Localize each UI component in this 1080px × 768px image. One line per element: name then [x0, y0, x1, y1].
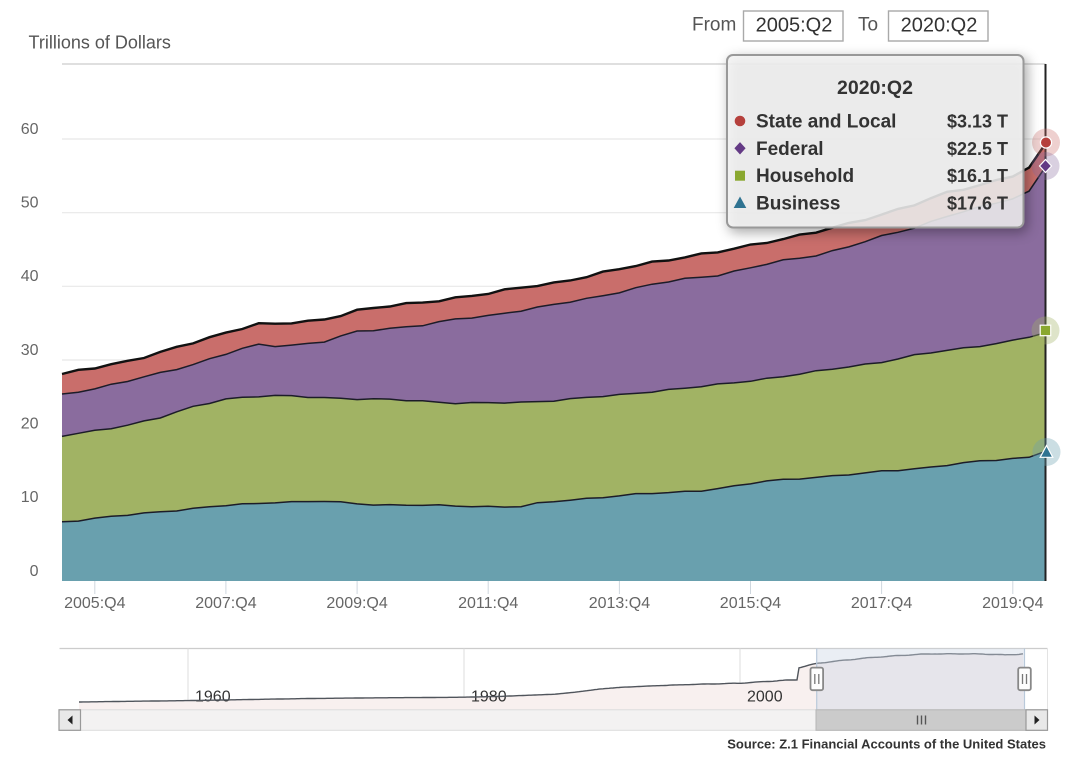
svg-text:2005:Q4: 2005:Q4 [64, 595, 125, 612]
svg-text:20: 20 [21, 416, 39, 433]
svg-text:$16.1 T: $16.1 T [947, 166, 1008, 186]
svg-text:To: To [858, 15, 878, 36]
svg-text:2000: 2000 [747, 689, 783, 706]
svg-text:30: 30 [21, 342, 39, 359]
svg-text:2007:Q4: 2007:Q4 [195, 595, 256, 612]
svg-text:2017:Q4: 2017:Q4 [851, 595, 912, 612]
svg-text:60: 60 [21, 121, 39, 138]
svg-text:10: 10 [21, 489, 39, 506]
svg-text:2009:Q4: 2009:Q4 [326, 595, 387, 612]
svg-text:Business: Business [756, 193, 840, 214]
svg-text:2015:Q4: 2015:Q4 [720, 595, 781, 612]
svg-text:Trillions of Dollars: Trillions of Dollars [29, 33, 171, 53]
svg-text:0: 0 [30, 563, 39, 580]
svg-text:1960: 1960 [195, 689, 231, 706]
svg-text:Source: Z.1 Financial Accounts: Source: Z.1 Financial Accounts of the Un… [727, 737, 1046, 752]
svg-text:Household: Household [756, 166, 854, 187]
svg-text:$22.5 T: $22.5 T [947, 139, 1008, 159]
svg-text:Federal: Federal [756, 139, 824, 160]
svg-text:2005:Q2: 2005:Q2 [756, 15, 833, 37]
svg-text:$17.6 T: $17.6 T [947, 193, 1008, 213]
svg-text:2011:Q4: 2011:Q4 [458, 595, 518, 612]
svg-text:2020:Q2: 2020:Q2 [901, 15, 978, 37]
svg-text:From: From [692, 15, 736, 36]
svg-text:2013:Q4: 2013:Q4 [589, 595, 650, 612]
svg-text:40: 40 [21, 268, 39, 285]
svg-text:2020:Q2: 2020:Q2 [837, 77, 913, 99]
svg-text:50: 50 [21, 195, 39, 212]
svg-text:2019:Q4: 2019:Q4 [982, 595, 1043, 612]
svg-text:State and Local: State and Local [756, 112, 896, 133]
svg-text:$3.13 T: $3.13 T [947, 112, 1008, 132]
